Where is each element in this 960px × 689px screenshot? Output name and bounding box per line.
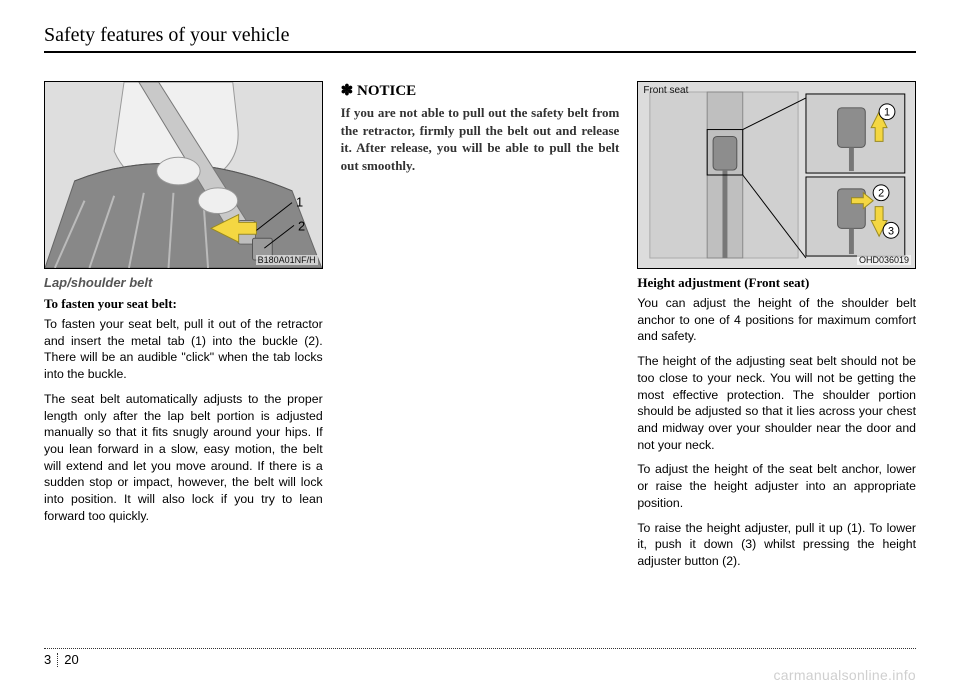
col3-para-1: You can adjust the height of the shoulde… bbox=[637, 295, 916, 345]
page-header: Safety features of your vehicle bbox=[44, 24, 916, 53]
seatbelt-svg: 1 2 bbox=[45, 82, 322, 268]
col1-para-1: To fasten your seat belt, pull it out of… bbox=[44, 316, 323, 383]
manual-page: Safety features of your vehicle bbox=[0, 0, 960, 689]
height-adjust-illustration: 1 2 3 Front seat OHD036019 bbox=[637, 81, 916, 269]
front-seat-label: Front seat bbox=[643, 85, 688, 96]
svg-text:2: 2 bbox=[878, 188, 884, 200]
column-3: 1 2 3 Front seat OHD036019 Height adjust… bbox=[637, 81, 916, 578]
col3-para-3: To adjust the height of the seat belt an… bbox=[637, 461, 916, 511]
col3-para-2: The height of the adjusting seat belt sh… bbox=[637, 353, 916, 453]
svg-text:3: 3 bbox=[888, 225, 894, 237]
column-1: 1 2 B180A01NF/H Lap/shoulder belt To fas… bbox=[44, 81, 323, 578]
fasten-subhead: To fasten your seat belt: bbox=[44, 296, 323, 312]
illustration-code-right: OHD036019 bbox=[857, 255, 911, 265]
height-adjust-subhead: Height adjustment (Front seat) bbox=[637, 275, 916, 291]
column-2: ✽ NOTICE If you are not able to pull out… bbox=[341, 81, 620, 578]
notice-heading: ✽ NOTICE bbox=[341, 81, 620, 100]
col1-para-2: The seat belt automatically adjusts to t… bbox=[44, 391, 323, 525]
section-number: 3 bbox=[44, 653, 58, 667]
page-title: Safety features of your vehicle bbox=[44, 24, 916, 47]
notice-symbol: ✽ bbox=[341, 83, 354, 99]
page-numbers: 3 20 bbox=[44, 652, 916, 667]
seatbelt-illustration: 1 2 B180A01NF/H bbox=[44, 81, 323, 269]
footer-rule bbox=[44, 648, 916, 649]
col3-para-4: To raise the height adjuster, pull it up… bbox=[637, 520, 916, 570]
callout-2: 2 bbox=[298, 218, 305, 233]
callout-1: 1 bbox=[296, 195, 303, 210]
notice-body: If you are not able to pull out the safe… bbox=[341, 104, 620, 174]
height-adjust-svg: 1 2 3 bbox=[638, 82, 915, 268]
svg-text:1: 1 bbox=[884, 107, 890, 119]
notice-label: NOTICE bbox=[357, 83, 416, 99]
watermark: carmanualsonline.info bbox=[774, 667, 917, 683]
lap-shoulder-caption: Lap/shoulder belt bbox=[44, 275, 323, 290]
page-number: 20 bbox=[58, 652, 78, 667]
illustration-code: B180A01NF/H bbox=[256, 255, 318, 265]
content-columns: 1 2 B180A01NF/H Lap/shoulder belt To fas… bbox=[44, 81, 916, 578]
page-footer: 3 20 bbox=[44, 648, 916, 667]
